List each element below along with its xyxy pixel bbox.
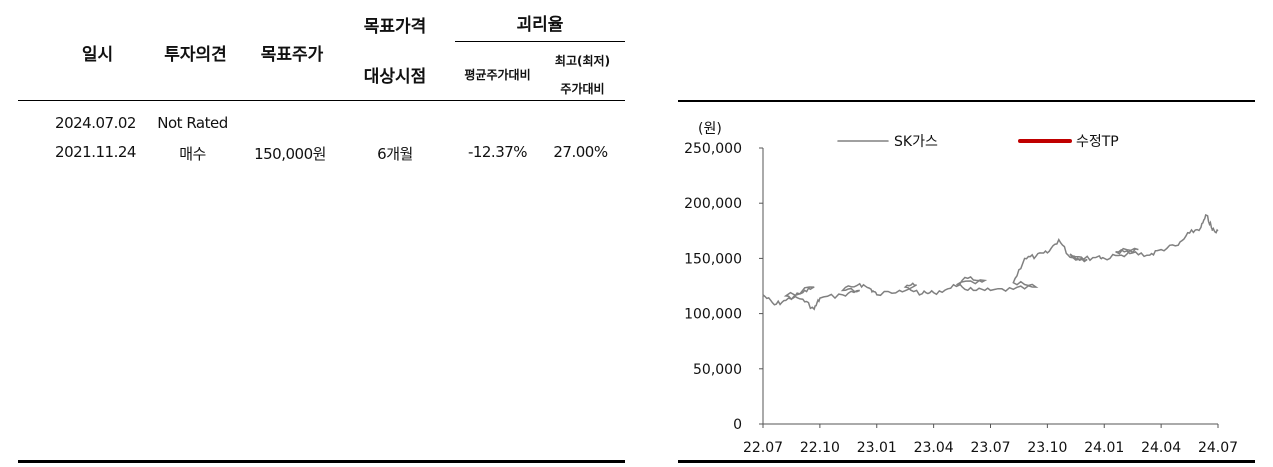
legend-label: SK가스 [894,134,938,150]
x-tick-label: 23.01 [857,440,897,456]
header-gap-average: 평균주가대비 [464,68,531,82]
header-gap-extreme-line1: 최고(최저) [554,54,611,68]
header-gap-extreme-line2: 주가대비 [560,82,605,96]
y-tick-label: 150,000 [684,251,742,267]
x-tick-label: 24.07 [1198,440,1238,456]
header-horizon-line2: 대상시점 [363,67,427,87]
legend: SK가스 수정TP [837,134,1119,150]
header-opinion: 투자의견 [164,45,227,65]
y-tick-label: 250,000 [684,141,742,157]
row2-gap-extreme: 27.00% [553,143,608,161]
y-axis-ticks: 0 50,000 100,000 150,000 200,000 250,000 [684,141,763,433]
header-target-price: 목표주가 [260,45,324,65]
header-gap: 괴리율 [516,15,564,35]
header-horizon-line1: 목표가격 [363,17,427,37]
y-tick-label: 0 [733,417,742,433]
x-tick-label: 22.10 [800,440,840,456]
y-tick-label: 200,000 [684,196,742,212]
legend-label: 수정TP [1076,134,1119,150]
x-tick-label: 24.01 [1084,440,1124,456]
header-gap-divider [455,41,625,42]
x-axis-ticks: 22.07 22.10 23.01 23.04 23.07 23.10 24.01 24.04… [743,424,1238,456]
series-lines [762,214,1219,311]
row2-gap-average: -12.37% [467,143,528,161]
row1-date: 2024.07.02 [55,114,136,132]
y-unit-label: (원) [698,121,722,137]
row1-opinion: Not Rated [157,114,228,132]
x-tick-label: 23.10 [1027,440,1067,456]
row2-opinion: 매수 [179,145,206,163]
x-tick-label: 23.07 [970,440,1010,456]
chart-top-rule [678,100,1255,102]
y-tick-label: 50,000 [693,362,742,378]
row2-horizon: 6개월 [377,145,413,163]
row2-target: 150,000원 [254,145,326,163]
header-bottom-rule [18,100,625,101]
series-line-sk-gas [762,214,1219,311]
chart-bottom-rule [678,460,1255,463]
table-bottom-rule [18,460,625,463]
x-tick-label: 23.04 [914,440,954,456]
header-date: 일시 [81,45,114,65]
y-tick-label: 100,000 [684,307,742,323]
x-tick-label: 24.04 [1141,440,1181,456]
row2-date: 2021.11.24 [55,143,136,161]
x-tick-label: 22.07 [743,440,783,456]
